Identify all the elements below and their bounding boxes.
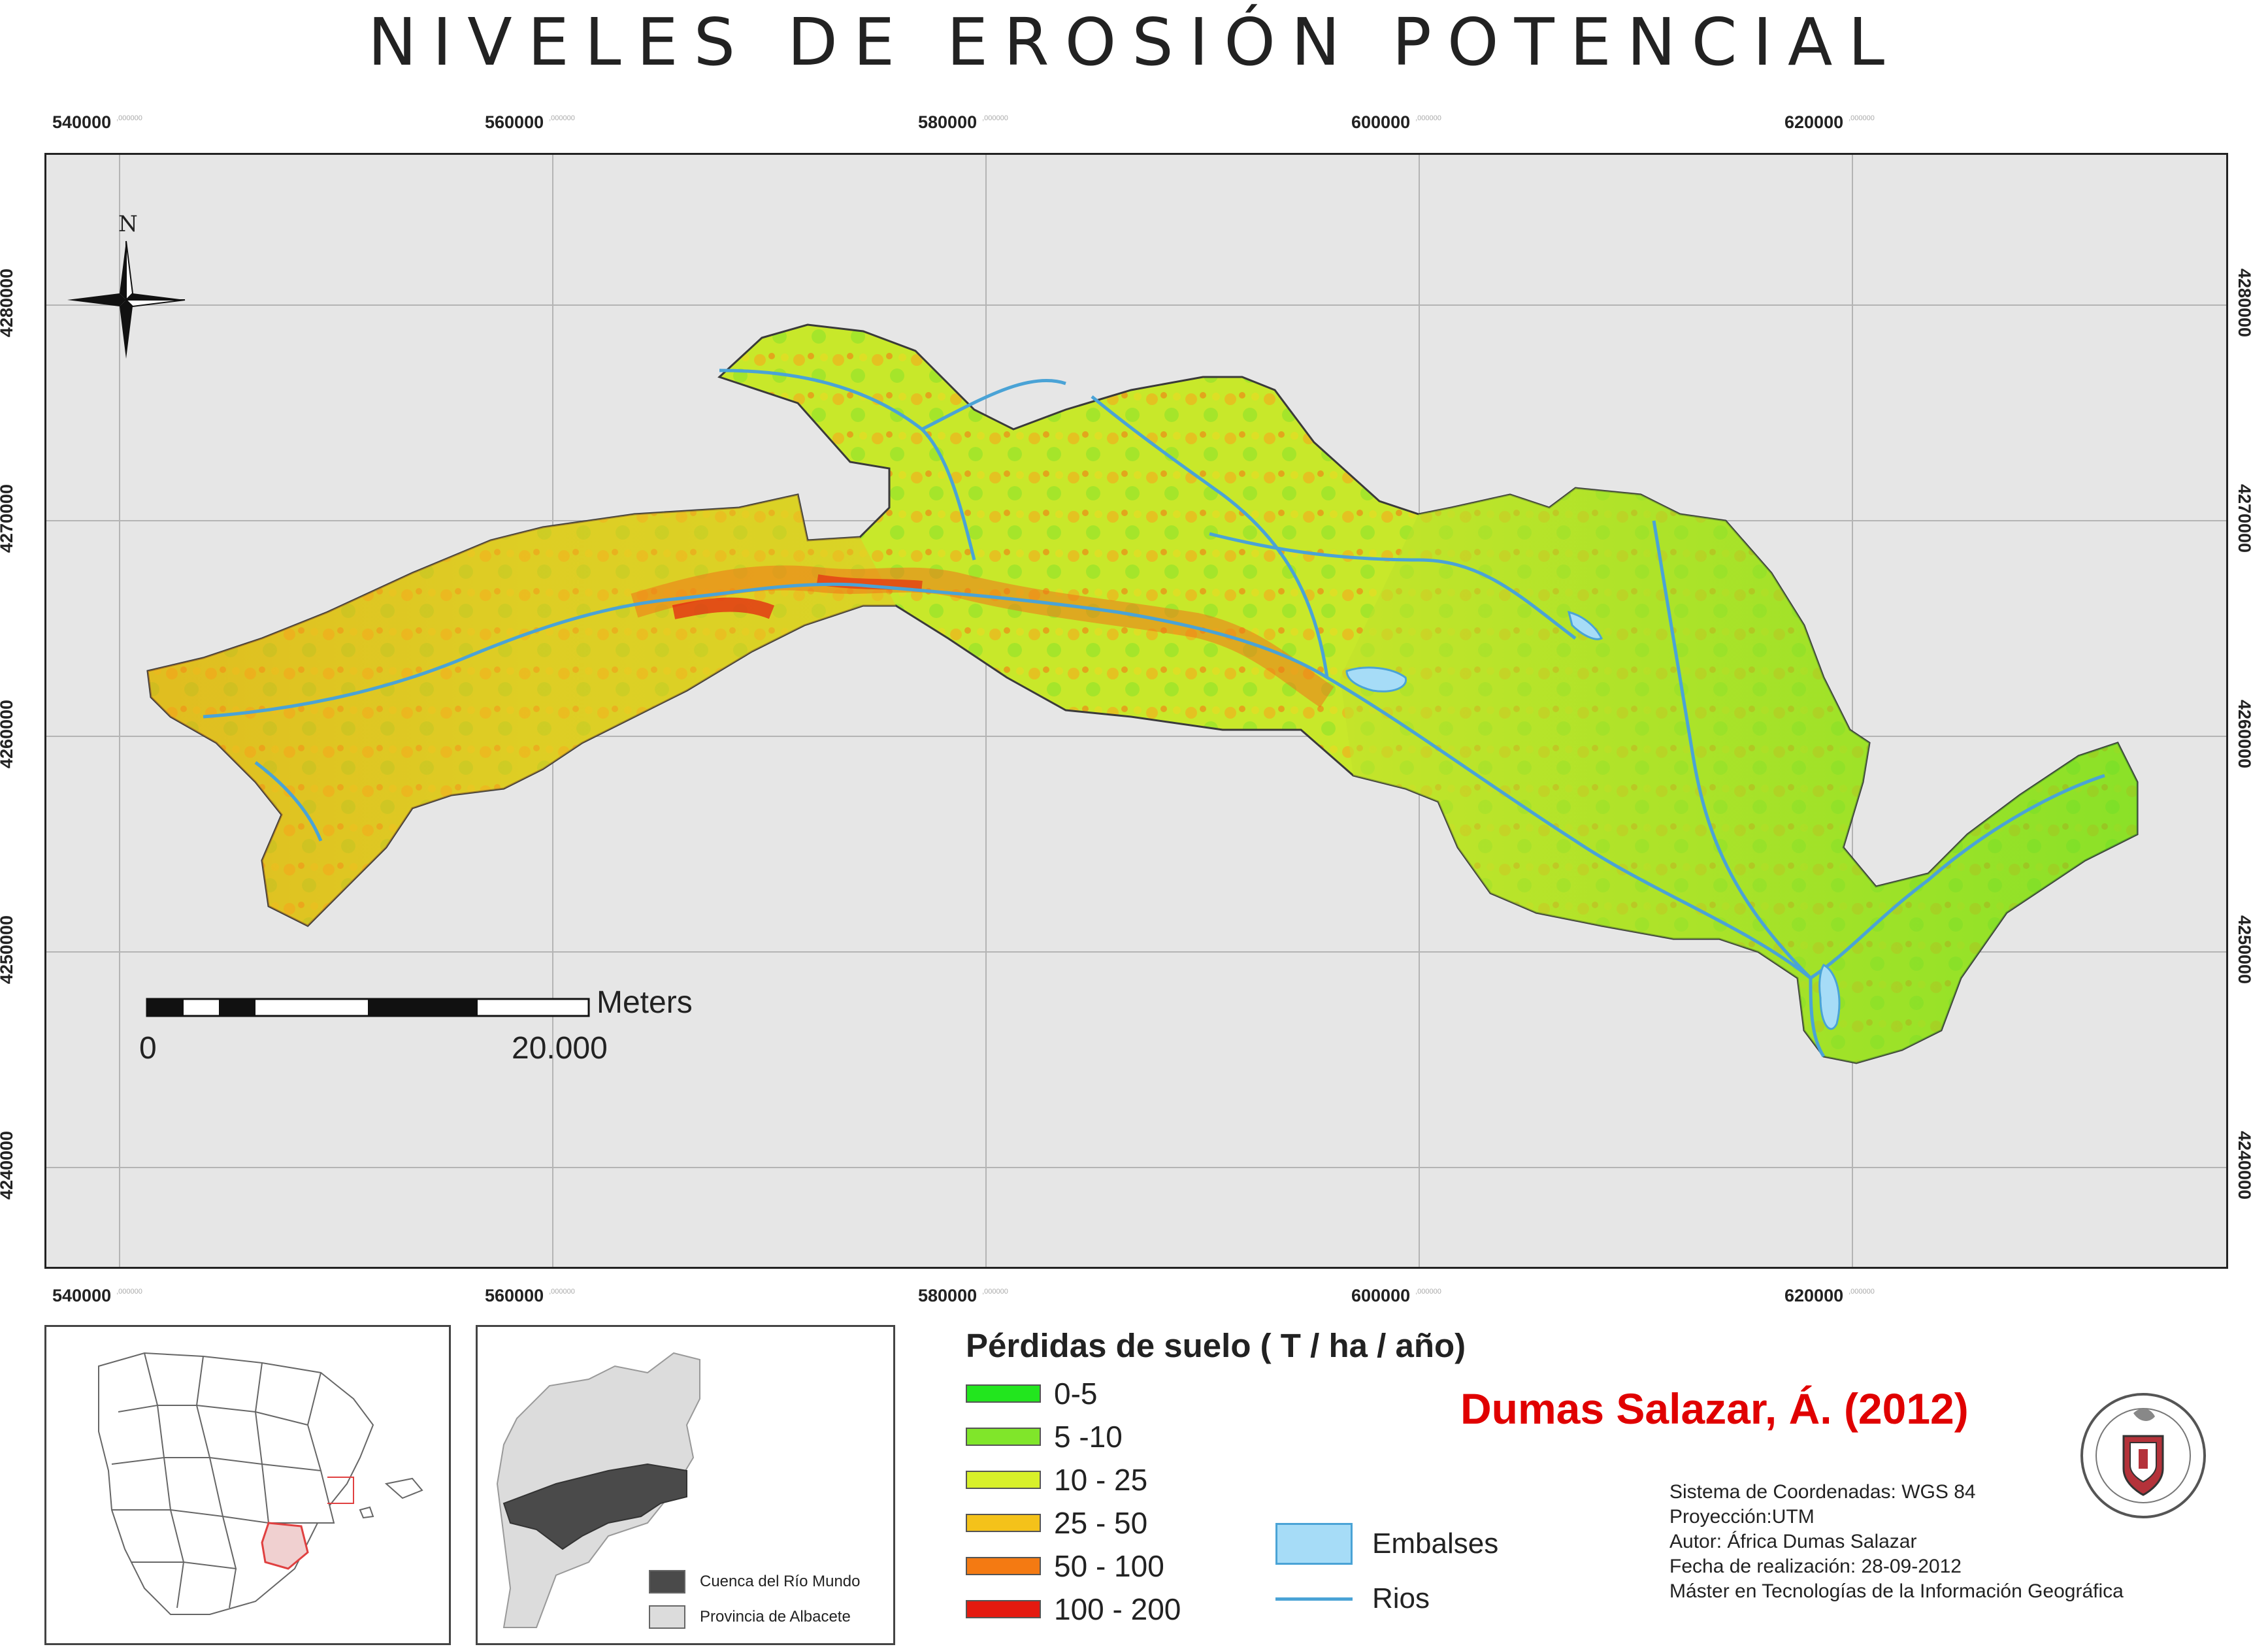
basin-swatch	[649, 1570, 685, 1594]
map-frame[interactable]: N Meters 0 20.000	[44, 153, 2228, 1269]
legend-classes: 0-5 5 -10 10 - 25 25 - 50 50 - 100 100 -…	[966, 1372, 1181, 1631]
x-tick-top: 600000,000000	[1351, 112, 1441, 132]
x-tick-bottom: 560000,000000	[485, 1286, 575, 1305]
author-credit: Dumas Salazar, Á. (2012)	[1460, 1384, 1969, 1433]
university-seal-icon	[2078, 1390, 2209, 1521]
balearic-islands	[359, 1477, 423, 1519]
x-tick-bottom: 540000,000000	[52, 1286, 142, 1305]
y-tick-left: 4270000	[0, 483, 17, 553]
map-title: NIVELES DE EROSIÓN POTENCIAL	[367, 4, 1901, 80]
albacete-highlight	[261, 1522, 309, 1570]
scale-end-label: 20.000	[512, 1031, 608, 1066]
metadata-line: Fecha de realización: 28-09-2012	[1669, 1556, 1962, 1577]
rios-swatch	[1275, 1597, 1353, 1601]
metadata-line: Sistema de Coordenadas: WGS 84	[1669, 1481, 1976, 1503]
north-arrow-icon: N	[61, 211, 191, 359]
legend-swatch	[966, 1471, 1041, 1489]
inset-albacete: Cuenca del Río Mundo Provincia de Albace…	[476, 1325, 895, 1645]
province-swatch	[649, 1605, 685, 1629]
scale-unit-label: Meters	[597, 985, 693, 1020]
legend-item: 10 - 25	[966, 1458, 1181, 1501]
y-tick-right: 4250000	[2235, 915, 2255, 985]
metadata-line: Proyección:UTM	[1669, 1506, 1815, 1528]
legend-item: 0-5	[966, 1372, 1181, 1415]
y-tick-left: 4250000	[0, 915, 17, 985]
legend-item: 25 - 50	[966, 1501, 1181, 1545]
inset-legend-basin: Cuenca del Río Mundo	[649, 1570, 860, 1594]
x-tick-top: 580000,000000	[918, 112, 1008, 132]
rivers	[203, 368, 2105, 1058]
x-tick-top: 540000,000000	[52, 112, 142, 132]
north-label: N	[118, 211, 138, 237]
legend-item: 50 - 100	[966, 1545, 1181, 1588]
metadata-line: Máster en Tecnologías de la Información …	[1669, 1580, 2124, 1602]
x-tick-top: 560000,000000	[485, 112, 575, 132]
legend-rios: Rios	[1275, 1577, 1430, 1620]
map-canvas	[46, 155, 2226, 1267]
basin-legend-label: Cuenca del Río Mundo	[700, 1573, 861, 1590]
legend-swatch	[966, 1557, 1041, 1575]
legend-swatch	[966, 1428, 1041, 1446]
scale-start-label: 0	[139, 1031, 157, 1066]
legend-swatch	[966, 1600, 1041, 1618]
rio-mundo-basin	[502, 1463, 687, 1550]
map-metadata: Sistema de Coordenadas: WGS 84 Proyecció…	[1669, 1480, 2124, 1604]
legend-embalses: Embalses	[1275, 1522, 1498, 1565]
y-tick-left: 4240000	[0, 1130, 17, 1200]
inset-legend-province: Provincia de Albacete	[649, 1605, 851, 1629]
spain-provinces	[98, 1352, 374, 1615]
y-tick-right: 4280000	[2235, 268, 2255, 338]
reservoirs	[1345, 610, 1841, 1030]
y-tick-left: 4260000	[0, 699, 17, 769]
province-legend-label: Provincia de Albacete	[700, 1608, 851, 1626]
embalses-swatch	[1275, 1523, 1353, 1565]
legend-title: Pérdidas de suelo ( T / ha / año)	[966, 1327, 1466, 1364]
metadata-line: Autor: África Dumas Salazar	[1669, 1531, 1917, 1552]
legend-swatch	[966, 1384, 1041, 1403]
y-tick-left: 4280000	[0, 268, 17, 338]
x-tick-bottom: 620000,000000	[1784, 1286, 1875, 1305]
x-tick-top: 620000,000000	[1784, 112, 1875, 132]
legend-item: 100 - 200	[966, 1588, 1181, 1631]
embalses-label: Embalses	[1372, 1528, 1499, 1560]
y-tick-right: 4260000	[2235, 699, 2255, 769]
scale-bar: Meters 0 20.000	[139, 985, 693, 1066]
legend-item: 5 -10	[966, 1415, 1181, 1458]
y-tick-right: 4270000	[2235, 483, 2255, 553]
y-tick-right: 4240000	[2235, 1130, 2255, 1200]
x-tick-bottom: 580000,000000	[918, 1286, 1008, 1305]
x-tick-bottom: 600000,000000	[1351, 1286, 1441, 1305]
legend-swatch	[966, 1514, 1041, 1532]
rios-label: Rios	[1372, 1582, 1430, 1614]
inset-spain	[44, 1325, 451, 1645]
